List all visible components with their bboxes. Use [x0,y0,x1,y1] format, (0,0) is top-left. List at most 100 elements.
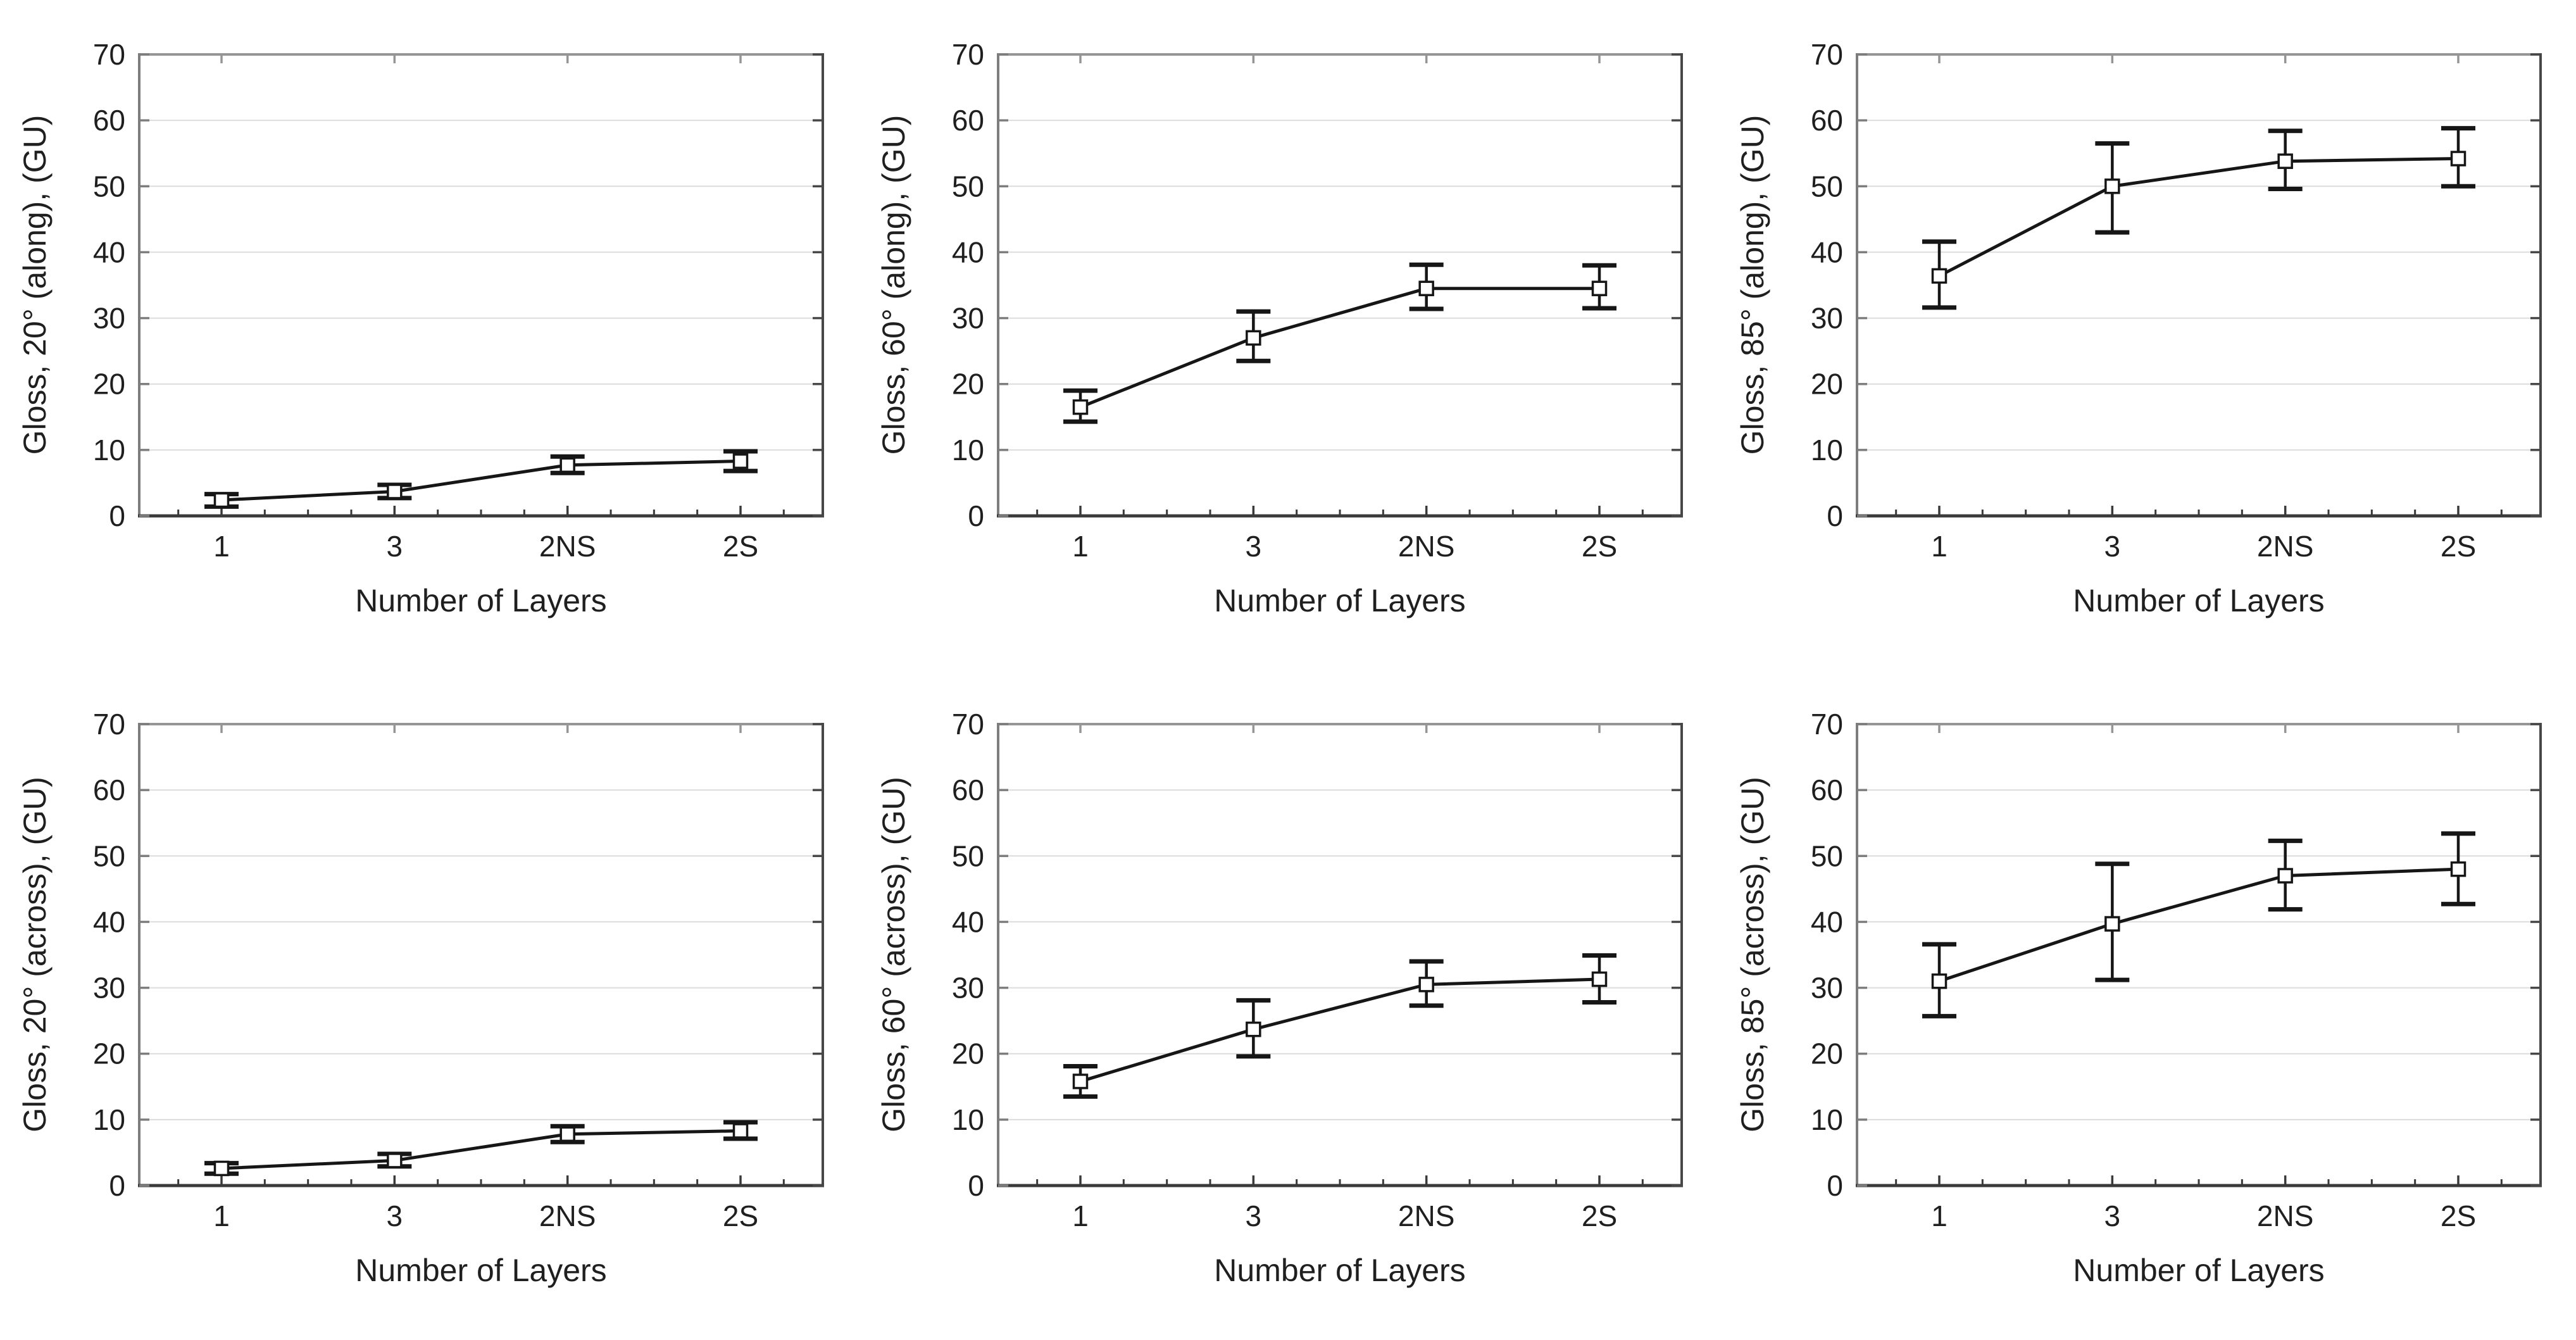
y-tick-label: 50 [1811,839,1843,872]
chart-gloss-60-across: 0 10 20 30 40 50 60 70 1 3 2NS 2S Gloss, 60° (acros… [859,670,1718,1339]
y-tick-label: 0 [109,499,125,532]
y-tick-label: 40 [1811,235,1843,268]
data-point-marker [732,1123,749,1139]
x-tick-label: 2S [1582,1199,1617,1232]
y-tick-label: 0 [1827,1169,1843,1202]
y-tick-label: 40 [952,235,984,268]
y-tick-label: 10 [1811,1103,1843,1136]
y-tick-label: 10 [952,434,984,466]
x-tick-label: 2NS [1398,530,1454,563]
y-tick-label: 60 [93,104,125,137]
y-tick-label: 40 [952,905,984,938]
chart-gloss-20-along: 0 10 20 30 40 50 60 70 1 3 2NS 2S Gloss, 20° (along… [0,0,859,670]
y-tick-label: 50 [93,839,125,872]
y-tick-label: 30 [93,302,125,335]
x-tick-label: 1 [1931,1199,1948,1232]
series-line [1080,287,1599,409]
data-point-marker [2104,916,2120,932]
data-point-marker [1591,971,1608,987]
y-axis-label: Gloss, 60° (along), (GU) [876,115,911,455]
x-axis-label: Number of Layers [355,583,606,618]
x-tick-label: 1 [1931,530,1948,563]
y-tick-label: 60 [952,104,984,137]
data-point-marker [1931,973,1948,989]
x-tick-label: 1 [1072,1199,1089,1232]
y-axis-label: Gloss, 20° (across), (GU) [17,777,53,1132]
data-point-marker [560,457,575,473]
x-tick-label: 3 [387,530,403,563]
series-line [1080,977,1600,1083]
series-line [1939,867,2459,983]
panel-gloss-60-across: 0 10 20 30 40 50 60 70 1 3 2NS 2S Gloss, 60° (acros… [859,670,1718,1339]
y-tick-label: 20 [1811,1037,1843,1070]
data-point-marker [1418,977,1434,992]
x-axis-label: Number of Layers [2073,1253,2324,1288]
y-tick-label: 20 [93,1037,125,1070]
x-tick-label: 2NS [1398,1199,1454,1232]
y-tick-label: 0 [968,499,984,532]
y-tick-label: 20 [952,1037,984,1070]
y-tick-label: 10 [93,434,125,466]
y-axis-label: Gloss, 85° (along), (GU) [1735,115,1770,455]
series-line [221,1129,741,1170]
panel-gloss-85-along: 0 10 20 30 40 50 60 70 1 3 2NS 2S Gloss, 85° (along… [1718,0,2576,670]
chart-gloss-60-along: 0 10 20 30 40 50 60 70 1 3 2NS 2S Gloss, 60° (along… [859,0,1718,670]
y-tick-label: 10 [952,1103,984,1136]
y-tick-label: 70 [952,38,984,71]
data-point-marker [387,484,403,499]
y-axis-label: Gloss, 60° (across), (GU) [876,777,911,1132]
y-tick-label: 60 [93,773,125,806]
x-tick-label: 3 [1246,1199,1262,1232]
y-tick-label: 70 [93,38,125,71]
x-tick-label: 2NS [2257,530,2313,563]
y-tick-label: 40 [1811,905,1843,938]
x-tick-label: 2NS [2257,1199,2313,1232]
data-point-marker [732,453,749,469]
y-tick-label: 30 [952,972,984,1005]
chart-gloss-20-across: 0 10 20 30 40 50 60 70 1 3 2NS 2S Gloss, 20° (acros… [0,670,859,1339]
x-tick-label: 2S [1582,530,1617,563]
data-point-marker [1931,268,1948,284]
y-tick-label: 0 [968,1169,984,1202]
series-line [1938,157,2459,278]
panel-gloss-85-across: 0 10 20 30 40 50 60 70 1 3 2NS 2S Gloss, 85° (acros… [1718,670,2576,1339]
y-tick-label: 30 [1811,302,1843,335]
chart-gloss-85-across: 0 10 20 30 40 50 60 70 1 3 2NS 2S Gloss, 85° (acros… [1718,670,2576,1339]
x-tick-label: 1 [213,530,230,563]
data-point-marker [1246,1021,1261,1037]
panel-gloss-60-along: 0 10 20 30 40 50 60 70 1 3 2NS 2S Gloss, 60° (along… [859,0,1718,670]
y-tick-label: 50 [1811,170,1843,203]
y-tick-label: 70 [1811,38,1843,71]
y-axis-label: Gloss, 85° (across), (GU) [1735,777,1770,1132]
data-point-marker [2277,153,2293,169]
y-tick-label: 40 [93,905,125,938]
y-tick-label: 50 [952,839,984,872]
y-tick-label: 0 [1827,499,1843,532]
y-tick-label: 10 [93,1103,125,1136]
y-axis-label: Gloss, 20° (along), (GU) [17,115,53,455]
data-point-marker [213,492,230,508]
x-tick-label: 2NS [539,530,596,563]
data-point-marker [1072,399,1089,415]
data-point-marker [1246,330,1261,346]
y-tick-label: 70 [1811,708,1843,741]
data-point-marker [560,1126,575,1143]
y-tick-label: 70 [93,708,125,741]
data-point-marker [2277,868,2293,884]
x-tick-label: 2S [723,1199,758,1232]
data-point-marker [2450,861,2467,877]
data-point-marker [387,1153,403,1168]
panel-gloss-20-along: 0 10 20 30 40 50 60 70 1 3 2NS 2S Gloss, 20° (along… [0,0,859,670]
series-line [221,460,741,502]
y-tick-label: 60 [952,773,984,806]
y-tick-label: 70 [952,708,984,741]
y-tick-label: 20 [952,368,984,401]
data-point-marker [2104,178,2120,194]
y-tick-label: 60 [1811,104,1843,137]
y-tick-label: 0 [109,1169,125,1202]
x-axis-label: Number of Layers [2073,583,2324,618]
y-tick-label: 40 [93,235,125,268]
data-point-marker [1072,1074,1089,1089]
x-tick-label: 3 [1246,530,1262,563]
